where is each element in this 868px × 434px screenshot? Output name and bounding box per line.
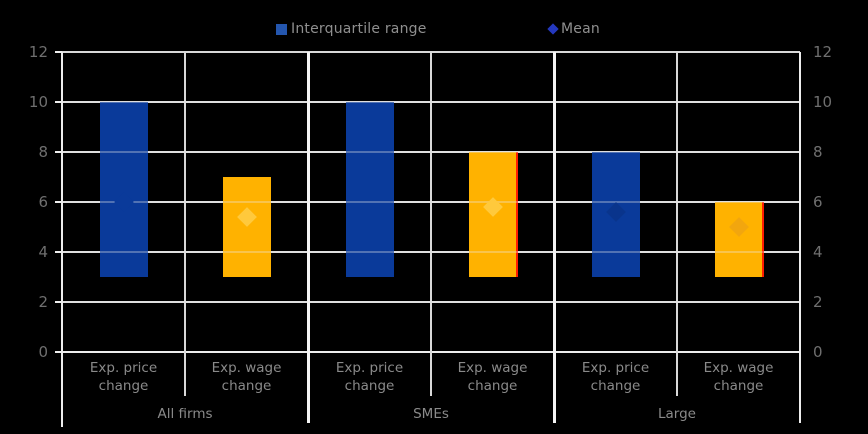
axis-tick: [55, 351, 62, 353]
legend-item-iqr: Interquartile range: [276, 20, 427, 38]
axis-tick: [55, 151, 62, 153]
axis-tick: [55, 101, 62, 103]
iqr-bar: [714, 202, 763, 277]
group-label: All firms: [157, 406, 213, 422]
bar-red-edge: [515, 152, 518, 277]
y-axis-tick-label: 12: [28, 43, 48, 61]
iqr-legend-label: Interquartile range: [291, 21, 427, 37]
iqr-legend-square-icon: [276, 23, 287, 35]
category-label: Exp. wage change: [703, 360, 774, 394]
group-label: SMEs: [413, 406, 449, 422]
axis-tick: [55, 251, 62, 253]
category-label: Exp. wage change: [457, 360, 528, 394]
y-axis-tick-label: 4: [813, 243, 823, 261]
mean-legend-label: Mean: [561, 21, 600, 37]
y-axis-tick-label: 12: [813, 43, 833, 61]
y-axis-tick-label: 8: [813, 143, 823, 161]
legend-item-mean: Mean: [547, 20, 600, 38]
y-axis-tick-label: 6: [813, 193, 823, 211]
gridline-overlay: [62, 101, 800, 103]
category-label: Exp. price change: [89, 360, 158, 394]
category-label: Exp. price change: [581, 360, 650, 394]
axis-tick: [55, 301, 62, 303]
legend: Interquartile range Mean: [0, 20, 868, 40]
bar-red-edge: [761, 202, 764, 277]
y-axis-tick-label: 10: [813, 93, 833, 111]
gridline-overlay: [62, 301, 800, 303]
y-axis-tick-label: 8: [38, 143, 48, 161]
column-separator: [430, 52, 432, 396]
y-axis-tick-label: 0: [813, 343, 823, 361]
group-separator: [552, 52, 556, 423]
y-axis-tick-label: 0: [38, 343, 48, 361]
group-separator: [306, 52, 310, 423]
iqr-bar: [222, 177, 271, 277]
y-axis-tick-label: 2: [813, 293, 823, 311]
gridline-overlay: [62, 151, 800, 153]
iqr-bar: [99, 102, 148, 277]
gridline-overlay: [62, 251, 800, 253]
y-axis-tick-label: 4: [38, 243, 48, 261]
column-separator: [184, 52, 186, 396]
gridline-overlay: [62, 201, 800, 203]
y-axis-tick-label: 2: [38, 293, 48, 311]
category-label: Exp. wage change: [211, 360, 282, 394]
right-axis-line: [799, 52, 801, 423]
y-axis-tick-label: 6: [38, 193, 48, 211]
left-axis-line: [61, 52, 63, 427]
axis-tick: [55, 201, 62, 203]
group-label: Large: [658, 406, 696, 422]
category-label: Exp. price change: [335, 360, 404, 394]
axis-tick: [55, 51, 62, 53]
column-separator: [676, 52, 678, 396]
y-axis-tick-label: 10: [28, 93, 48, 111]
